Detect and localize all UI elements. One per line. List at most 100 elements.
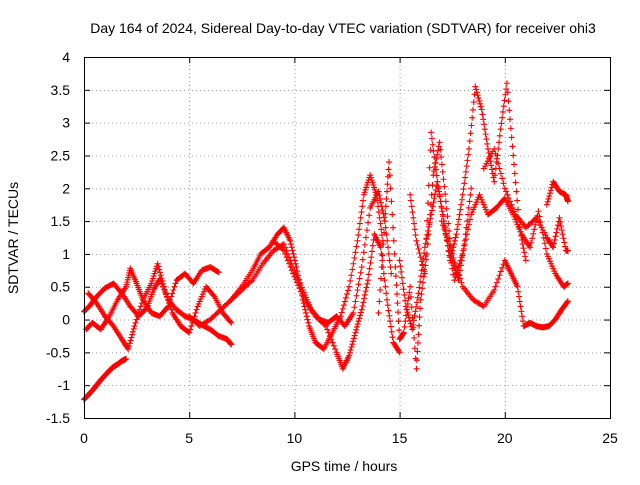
data-point bbox=[564, 247, 571, 254]
data-point bbox=[469, 106, 476, 113]
series-track-c bbox=[83, 264, 222, 333]
data-point bbox=[358, 209, 365, 216]
data-point bbox=[415, 245, 422, 252]
data-point bbox=[136, 306, 143, 313]
data-point bbox=[414, 294, 421, 301]
data-point bbox=[466, 221, 473, 228]
data-point bbox=[459, 250, 466, 257]
data-point bbox=[500, 180, 507, 187]
data-point bbox=[352, 329, 359, 336]
data-point bbox=[383, 296, 390, 303]
data-point bbox=[516, 298, 523, 305]
data-point bbox=[381, 214, 388, 221]
data-point bbox=[453, 231, 460, 238]
data-point bbox=[558, 227, 565, 234]
data-point bbox=[368, 254, 375, 261]
data-point bbox=[519, 318, 526, 325]
data-point bbox=[299, 291, 306, 298]
data-point bbox=[498, 120, 505, 127]
data-point bbox=[396, 349, 403, 356]
data-point bbox=[449, 250, 456, 257]
data-point bbox=[507, 116, 514, 123]
data-point bbox=[407, 197, 414, 204]
data-point bbox=[454, 267, 461, 274]
data-point bbox=[134, 313, 141, 320]
data-point bbox=[410, 321, 417, 328]
data-point bbox=[363, 227, 370, 234]
data-point bbox=[545, 195, 552, 202]
data-point bbox=[556, 214, 563, 221]
data-point bbox=[509, 143, 516, 150]
data-point bbox=[505, 195, 512, 202]
data-point bbox=[154, 260, 161, 267]
data-point bbox=[396, 257, 403, 264]
y-tick-label: 1 bbox=[62, 246, 70, 262]
data-point bbox=[558, 223, 565, 230]
data-point bbox=[394, 300, 401, 307]
data-point bbox=[322, 323, 329, 330]
data-point bbox=[467, 216, 474, 223]
data-point bbox=[127, 337, 134, 344]
data-point bbox=[361, 241, 368, 248]
data-point bbox=[442, 230, 449, 237]
y-tick-label: 1.5 bbox=[51, 213, 71, 229]
data-point bbox=[356, 226, 363, 233]
data-point bbox=[477, 100, 484, 107]
data-point bbox=[425, 223, 432, 230]
data-point bbox=[496, 139, 503, 146]
data-point bbox=[415, 290, 422, 297]
data-point bbox=[164, 293, 171, 300]
data-point bbox=[425, 227, 432, 234]
data-point bbox=[496, 272, 503, 279]
data-point bbox=[228, 319, 235, 326]
data-point bbox=[454, 221, 461, 228]
data-point bbox=[382, 203, 389, 210]
data-point bbox=[435, 143, 442, 150]
data-point bbox=[362, 234, 369, 241]
data-point bbox=[133, 316, 140, 323]
data-point bbox=[564, 298, 571, 305]
series-track-m bbox=[543, 178, 571, 208]
data-point bbox=[414, 348, 421, 355]
data-point bbox=[378, 226, 385, 233]
data-point bbox=[458, 254, 465, 261]
data-point bbox=[456, 260, 463, 267]
data-point bbox=[451, 259, 458, 266]
data-point bbox=[353, 243, 360, 250]
data-point bbox=[451, 237, 458, 244]
data-point bbox=[303, 313, 310, 320]
data-point bbox=[425, 200, 432, 207]
data-point bbox=[302, 306, 309, 313]
data-point bbox=[504, 191, 511, 198]
data-point bbox=[432, 191, 439, 198]
data-point bbox=[499, 108, 506, 115]
data-point bbox=[416, 314, 423, 321]
data-point bbox=[462, 236, 469, 243]
data-point bbox=[456, 211, 463, 218]
plot-frame bbox=[84, 57, 611, 419]
data-point bbox=[463, 163, 470, 170]
data-point bbox=[294, 279, 301, 286]
data-point bbox=[497, 126, 504, 133]
data-point bbox=[188, 323, 195, 330]
data-point bbox=[530, 230, 537, 237]
data-point bbox=[164, 304, 171, 311]
data-point bbox=[385, 250, 392, 257]
data-point bbox=[290, 250, 297, 257]
y-tick-label: 0.5 bbox=[51, 279, 71, 295]
data-point bbox=[193, 306, 200, 313]
data-point bbox=[355, 232, 362, 239]
data-point bbox=[351, 304, 358, 311]
data-point bbox=[431, 154, 438, 161]
data-point bbox=[424, 217, 431, 224]
data-point bbox=[437, 198, 444, 205]
data-point bbox=[542, 245, 549, 252]
data-point bbox=[360, 197, 367, 204]
data-point bbox=[365, 219, 372, 226]
data-point bbox=[457, 257, 464, 264]
data-point bbox=[515, 288, 522, 295]
grid-lines bbox=[84, 57, 610, 418]
data-point bbox=[355, 318, 362, 325]
data-point bbox=[560, 235, 567, 242]
data-point bbox=[501, 97, 508, 104]
